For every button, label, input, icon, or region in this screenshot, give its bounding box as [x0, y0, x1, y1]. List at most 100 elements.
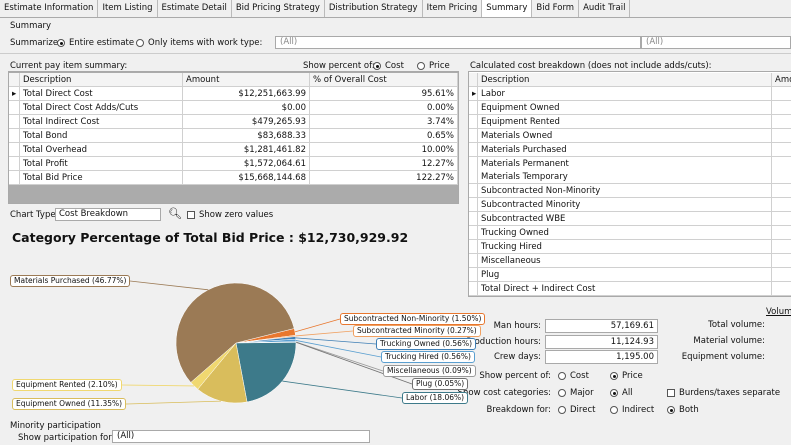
table-cell[interactable]	[772, 239, 791, 254]
table-cell[interactable]	[469, 156, 478, 171]
table-cell[interactable]: Total Direct Cost	[20, 87, 183, 101]
table-cell[interactable]: Total Profit	[20, 157, 183, 171]
tab[interactable]: Distribution Strategy	[325, 0, 423, 17]
table-cell[interactable]	[772, 87, 791, 101]
radio-button[interactable]	[417, 62, 425, 70]
tab[interactable]: Summary	[482, 0, 533, 17]
dropdown[interactable]: (All)	[112, 430, 370, 443]
tab[interactable]: Item Pricing	[423, 0, 483, 17]
table-cell[interactable]: $12,251,663.99	[183, 87, 310, 101]
table-cell[interactable]: $15,668,144.68	[183, 171, 310, 185]
table-cell[interactable]: 3.74%	[310, 115, 458, 129]
table-cell[interactable]	[469, 128, 478, 143]
table-cell[interactable]: 10.00%	[310, 143, 458, 157]
search-icon[interactable]: 🔍︎	[168, 207, 182, 220]
table-cell[interactable]: ▸	[9, 87, 20, 101]
table-cell[interactable]: Total Bond	[20, 129, 183, 143]
table-cell[interactable]: $83,688.33	[183, 129, 310, 143]
table-cell[interactable]	[469, 100, 478, 115]
radio-button[interactable]	[57, 39, 65, 47]
table-cell[interactable]: 95.61%	[310, 87, 458, 101]
table-cell[interactable]: Total Direct Cost Adds/Cuts	[20, 101, 183, 115]
tab[interactable]: Estimate Information	[0, 0, 99, 17]
table-cell[interactable]	[469, 226, 478, 240]
tab[interactable]: Audit Trail	[579, 0, 631, 17]
table-cell[interactable]	[469, 239, 478, 254]
tab[interactable]: Bid Pricing Strategy	[232, 0, 325, 17]
table-cell[interactable]	[772, 170, 791, 185]
table-cell[interactable]: $0.00	[183, 101, 310, 115]
table-cell[interactable]: Subcontracted WBE	[478, 212, 772, 227]
table-cell[interactable]	[9, 101, 20, 115]
table-cell[interactable]	[469, 142, 478, 157]
radio-button[interactable]	[136, 39, 144, 47]
table-cell[interactable]	[469, 114, 478, 129]
table-cell[interactable]	[772, 267, 791, 282]
table-cell[interactable]	[772, 128, 791, 143]
table-cell[interactable]	[9, 171, 20, 185]
radio-button[interactable]	[558, 372, 566, 380]
radio-button[interactable]	[610, 406, 618, 414]
radio-button[interactable]	[558, 389, 566, 397]
radio-button[interactable]	[610, 372, 618, 380]
checkbox[interactable]	[187, 211, 195, 219]
table-cell[interactable]: Total Overhead	[20, 143, 183, 157]
table-cell[interactable]: 122.27%	[310, 171, 458, 185]
table-cell[interactable]	[9, 129, 20, 143]
table-cell[interactable]	[469, 184, 478, 199]
table-cell[interactable]: ▸	[469, 87, 478, 101]
table-cell[interactable]: 12.27%	[310, 157, 458, 171]
table-cell[interactable]: Total Bid Price	[20, 171, 183, 185]
table-cell[interactable]: Miscellaneous	[478, 253, 772, 268]
table-cell[interactable]: Equipment Rented	[478, 114, 772, 129]
table-cell[interactable]	[9, 115, 20, 129]
table-cell[interactable]	[469, 198, 478, 213]
tab[interactable]: Bid Form	[532, 0, 580, 17]
checkbox[interactable]	[667, 389, 675, 397]
table-cell[interactable]: Materials Permanent	[478, 156, 772, 171]
table-cell[interactable]	[469, 170, 478, 185]
table-cell[interactable]: Materials Temporary	[478, 170, 772, 185]
dropdown[interactable]: (All)	[641, 36, 791, 49]
table-cell[interactable]: Subcontracted Minority	[478, 198, 772, 213]
table-cell[interactable]	[9, 143, 20, 157]
table-cell[interactable]: Materials Owned	[478, 128, 772, 143]
table-cell[interactable]	[772, 198, 791, 213]
table-cell[interactable]	[469, 253, 478, 268]
table-cell[interactable]: Materials Purchased	[478, 142, 772, 157]
table-cell[interactable]: Trucking Owned	[478, 226, 772, 240]
tab[interactable]: Item Listing	[98, 0, 158, 17]
table-cell[interactable]	[772, 184, 791, 199]
radio-button[interactable]	[667, 406, 675, 414]
table-cell[interactable]	[772, 226, 791, 240]
table-cell[interactable]: 0.00%	[310, 101, 458, 115]
table-cell[interactable]: Total Indirect Cost	[20, 115, 183, 129]
table-cell[interactable]: Trucking Hired	[478, 239, 772, 254]
dropdown[interactable]: (All)	[275, 36, 641, 49]
table-cell[interactable]: Total Direct + Indirect Cost	[478, 281, 772, 296]
table-cell[interactable]	[9, 157, 20, 171]
table-cell[interactable]: Equipment Owned	[478, 100, 772, 115]
tab[interactable]: Estimate Detail	[158, 0, 232, 17]
table-cell[interactable]	[772, 212, 791, 227]
table-cell[interactable]	[772, 114, 791, 129]
table-cell[interactable]	[772, 281, 791, 296]
table-cell[interactable]	[469, 212, 478, 227]
table-cell[interactable]: $1,572,064.61	[183, 157, 310, 171]
table-cell[interactable]	[772, 156, 791, 171]
table-cell[interactable]: Subcontracted Non-Minority	[478, 184, 772, 199]
table-cell[interactable]: $479,265.93	[183, 115, 310, 129]
radio-button[interactable]	[558, 406, 566, 414]
table-cell[interactable]	[469, 281, 478, 296]
radio-button[interactable]	[610, 389, 618, 397]
table-cell[interactable]	[772, 253, 791, 268]
table-cell[interactable]: 0.65%	[310, 129, 458, 143]
table-cell[interactable]: Plug	[478, 267, 772, 282]
dropdown[interactable]: Cost Breakdown	[55, 208, 161, 221]
table-cell[interactable]	[772, 100, 791, 115]
table-cell[interactable]	[772, 142, 791, 157]
table-cell[interactable]	[469, 267, 478, 282]
radio-button[interactable]	[373, 62, 381, 70]
table-cell[interactable]: Labor	[478, 87, 772, 101]
table-cell[interactable]: $1,281,461.82	[183, 143, 310, 157]
